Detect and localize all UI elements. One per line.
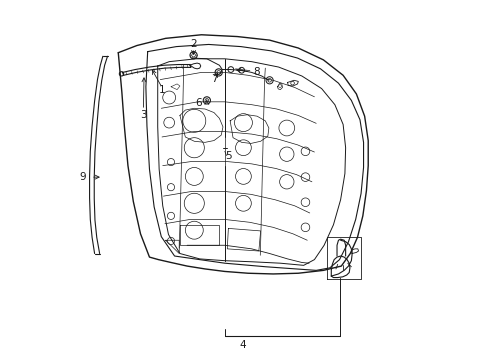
Text: 6: 6 [194, 98, 201, 108]
Text: 5: 5 [224, 150, 231, 161]
Text: 8: 8 [253, 67, 260, 77]
Text: 3: 3 [140, 110, 146, 120]
Text: 7: 7 [210, 74, 217, 84]
Text: 2: 2 [190, 40, 197, 49]
Text: 1: 1 [159, 85, 165, 95]
Text: 4: 4 [239, 340, 245, 350]
Text: 9: 9 [79, 172, 86, 182]
